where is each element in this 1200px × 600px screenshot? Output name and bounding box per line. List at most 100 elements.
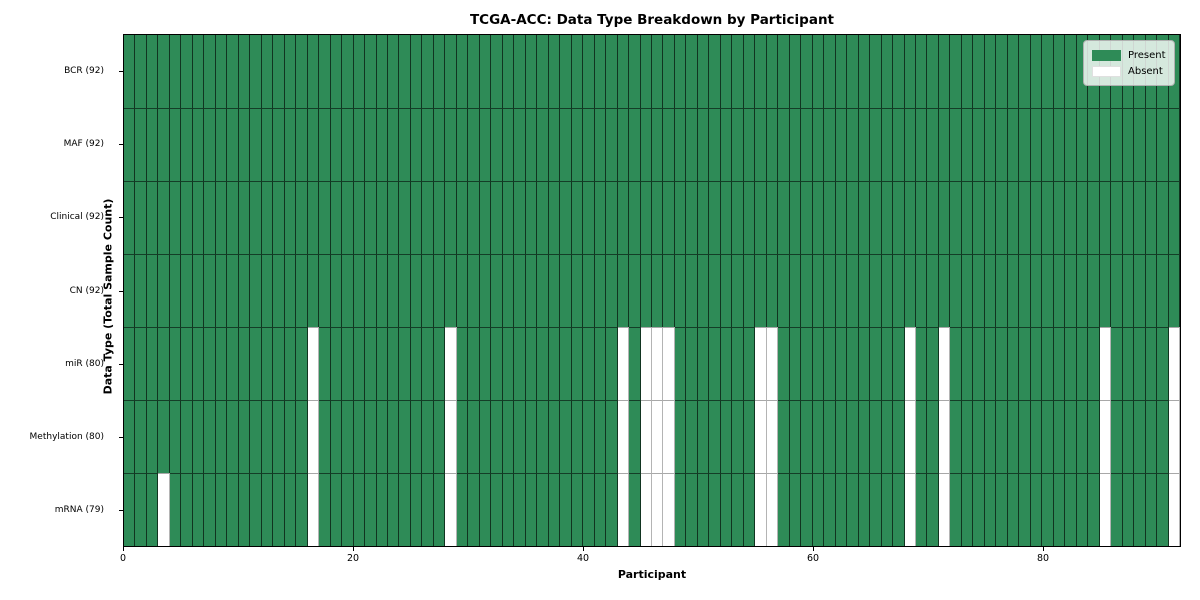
- heatmap-cell: [652, 181, 664, 254]
- heatmap-cell: [548, 254, 561, 327]
- heatmap-cell: [376, 327, 388, 400]
- heatmap-cell: [881, 254, 894, 327]
- heatmap-cell: [755, 327, 767, 400]
- heatmap-cell: [812, 400, 825, 473]
- heatmap-cell: [984, 35, 997, 108]
- heatmap-cell: [789, 254, 802, 327]
- heatmap-cell: [365, 254, 377, 327]
- heatmap-cell: [1019, 254, 1031, 327]
- heatmap-cell: [560, 327, 572, 400]
- heatmap-cell: [984, 108, 997, 181]
- heatmap-cell: [594, 327, 607, 400]
- heatmap-cell: [1076, 327, 1089, 400]
- heatmap-cell: [1030, 400, 1043, 473]
- legend-item-absent: Absent: [1092, 63, 1166, 79]
- heatmap-cell: [996, 327, 1008, 400]
- heatmap-cell: [181, 400, 193, 473]
- heatmap-cell: [1111, 108, 1123, 181]
- heatmap-cell: [927, 327, 939, 400]
- heatmap-cell: [571, 181, 584, 254]
- heatmap-cell: [388, 473, 400, 546]
- heatmap-cell: [674, 327, 687, 400]
- legend-swatch-absent: [1092, 65, 1121, 77]
- heatmap-cell: [1088, 108, 1100, 181]
- y-tick-mark: [119, 290, 123, 292]
- y-tick-label: BCR (92): [64, 65, 104, 76]
- heatmap-cell: [801, 473, 813, 546]
- heatmap-cell: [904, 254, 916, 327]
- heatmap-cell: [238, 35, 251, 108]
- heatmap-cell: [560, 254, 572, 327]
- heatmap-cell: [124, 181, 136, 254]
- heatmap-cell: [284, 254, 297, 327]
- heatmap-cell: [812, 181, 825, 254]
- heatmap-cell: [353, 473, 366, 546]
- heatmap-cell: [766, 400, 779, 473]
- legend-swatch-present: [1092, 49, 1121, 61]
- x-tick-label: 60: [806, 553, 820, 564]
- heatmap-cell: [479, 473, 492, 546]
- heatmap-cell: [1007, 473, 1020, 546]
- heatmap-cell: [491, 254, 503, 327]
- heatmap-cell: [261, 181, 274, 254]
- heatmap-cell: [973, 108, 985, 181]
- heatmap-cell: [1157, 327, 1169, 400]
- heatmap-cell: [743, 473, 756, 546]
- heatmap-cell: [766, 473, 779, 546]
- heatmap-cell: [388, 35, 400, 108]
- heatmap-cell: [261, 35, 274, 108]
- heatmap-cell: [422, 181, 434, 254]
- heatmap-cell: [514, 108, 526, 181]
- heatmap-cell: [525, 473, 538, 546]
- heatmap-cell: [961, 327, 974, 400]
- heatmap-cell: [881, 108, 894, 181]
- y-tick-label: MAF (92): [63, 138, 104, 149]
- heatmap-cell: [410, 254, 423, 327]
- heatmap-cell: [778, 35, 790, 108]
- heatmap-cell: [870, 181, 882, 254]
- heatmap-cell: [778, 181, 790, 254]
- heatmap-cell: [1168, 108, 1180, 181]
- heatmap-cell: [146, 35, 159, 108]
- heatmap-cell: [1019, 108, 1031, 181]
- heatmap-cell: [204, 181, 216, 254]
- heatmap-cell: [273, 108, 285, 181]
- heatmap-cell: [663, 400, 675, 473]
- heatmap-cell: [319, 327, 331, 400]
- heatmap-cell: [847, 108, 859, 181]
- y-tick-label: miR (80): [65, 358, 104, 369]
- heatmap-cell: [479, 254, 492, 327]
- heatmap-cell: [732, 254, 744, 327]
- heatmap-cell: [1157, 473, 1169, 546]
- heatmap-cell: [1042, 35, 1054, 108]
- heatmap-cell: [502, 327, 515, 400]
- heatmap-cell: [238, 181, 251, 254]
- heatmap-cell: [663, 254, 675, 327]
- heatmap-cell: [571, 35, 584, 108]
- heatmap-cell: [858, 35, 871, 108]
- heatmap-cell: [124, 327, 136, 400]
- heatmap-cell: [399, 327, 411, 400]
- heatmap-cell: [617, 35, 630, 108]
- heatmap-cell: [755, 108, 767, 181]
- heatmap-cell: [479, 327, 492, 400]
- heatmap-cell: [789, 35, 802, 108]
- heatmap-cell: [743, 254, 756, 327]
- heatmap-cell: [916, 400, 928, 473]
- heatmap-cell: [835, 35, 848, 108]
- heatmap-cell: [525, 254, 538, 327]
- heatmap-cell: [594, 473, 607, 546]
- heatmap-cell: [881, 327, 894, 400]
- heatmap-cell: [1157, 108, 1169, 181]
- heatmap-cell: [652, 108, 664, 181]
- heatmap-cell: [250, 254, 262, 327]
- heatmap-cell: [456, 400, 469, 473]
- heatmap-cell: [778, 400, 790, 473]
- heatmap-cell: [824, 181, 836, 254]
- x-tick-label: 0: [119, 553, 127, 564]
- heatmap-cell: [215, 108, 228, 181]
- heatmap-cell: [858, 254, 871, 327]
- heatmap-cell: [192, 254, 205, 327]
- heatmap-cell: [904, 473, 916, 546]
- heatmap-cell: [674, 108, 687, 181]
